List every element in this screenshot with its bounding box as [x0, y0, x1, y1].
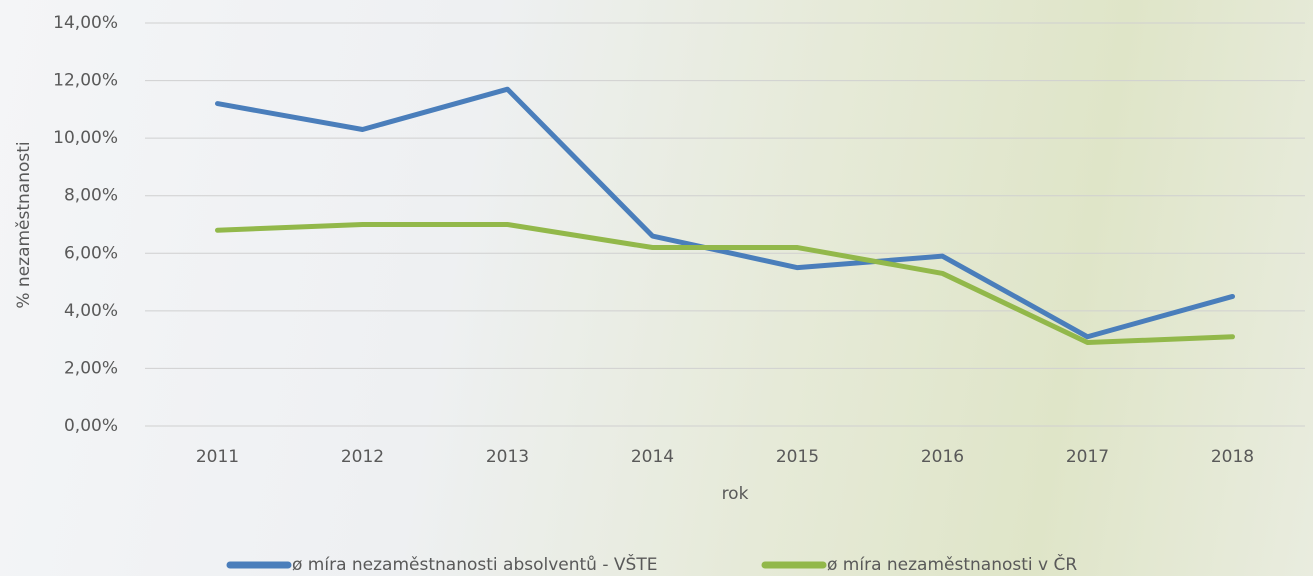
series-line — [218, 89, 1233, 337]
y-tick-label: 10,00% — [53, 128, 118, 148]
chart: rok % nezaměstnanosti 0,00% 2,00% 4,00% 6,0… — [0, 0, 1313, 576]
x-tick-label: 2018 — [1211, 447, 1254, 467]
y-tick-label: 0,00% — [64, 416, 118, 436]
x-tick-label: 2011 — [196, 447, 239, 467]
y-tick-label: 2,00% — [64, 358, 118, 378]
x-tick-label: 2015 — [776, 447, 819, 467]
y-tick-label: 8,00% — [64, 186, 118, 206]
legend-label: ø míra nezaměstnanosti absolventů - VŠTE — [292, 553, 657, 575]
x-tick-label: 2014 — [631, 447, 674, 467]
x-tick-label: 2012 — [341, 447, 384, 467]
y-tick-label: 6,00% — [64, 243, 118, 263]
y-tick-label: 14,00% — [53, 13, 118, 33]
y-tick-label: 4,00% — [64, 301, 118, 321]
x-tick-label: 2013 — [486, 447, 529, 467]
y-tick-label: 12,00% — [53, 71, 118, 91]
x-tick-label: 2017 — [1066, 447, 1109, 467]
series-line — [218, 225, 1233, 343]
y-axis-title: % nezaměstnanosti — [14, 141, 34, 308]
x-tick-label: 2016 — [921, 447, 964, 467]
legend-label: ø míra nezaměstnanosti v ČR — [827, 553, 1077, 575]
x-axis-title: rok — [722, 484, 749, 504]
